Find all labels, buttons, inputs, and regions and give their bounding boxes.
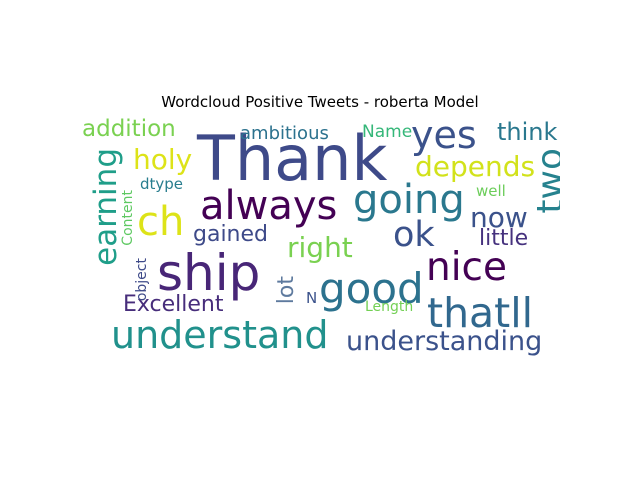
word-going: going bbox=[353, 177, 465, 223]
word-right: right bbox=[287, 231, 353, 264]
word-depends: depends bbox=[415, 150, 536, 183]
word-understand: understand bbox=[111, 313, 329, 357]
word-object: object bbox=[134, 258, 150, 302]
word-nice: nice bbox=[426, 245, 507, 290]
word-excellent: Excellent bbox=[123, 292, 224, 317]
word-yes: yes bbox=[411, 118, 477, 157]
word-thank: Thank bbox=[197, 122, 388, 195]
word-well: well bbox=[476, 182, 506, 200]
word-always: always bbox=[200, 183, 338, 229]
chart-title: Wordcloud Positive Tweets - roberta Mode… bbox=[161, 93, 479, 111]
word-good: good bbox=[319, 264, 424, 313]
word-ok: ok bbox=[393, 215, 435, 255]
word-holy: holy bbox=[133, 143, 193, 176]
word-little: little bbox=[479, 226, 529, 251]
word-addition: addition bbox=[82, 118, 176, 142]
word-name: Name bbox=[362, 122, 413, 142]
word-earning: earning bbox=[88, 148, 124, 266]
word-now: now bbox=[470, 201, 528, 234]
word-content: Content bbox=[120, 190, 136, 246]
word-length: Length bbox=[365, 299, 414, 315]
word-n: N bbox=[306, 289, 318, 307]
word-ship: ship bbox=[157, 244, 261, 302]
word-dtype: dtype bbox=[140, 175, 184, 193]
word-understanding: understanding bbox=[346, 326, 543, 357]
word-two: two bbox=[530, 148, 560, 214]
word-think: think bbox=[497, 118, 558, 146]
word-gained: gained bbox=[193, 222, 269, 247]
word-lot: lot bbox=[274, 276, 299, 305]
word-thatll: thatll bbox=[427, 289, 534, 337]
word-ambitious: ambitious bbox=[240, 123, 329, 144]
word-ch: ch bbox=[137, 199, 185, 245]
word-cloud: Thank ship always going understand under… bbox=[80, 118, 560, 363]
